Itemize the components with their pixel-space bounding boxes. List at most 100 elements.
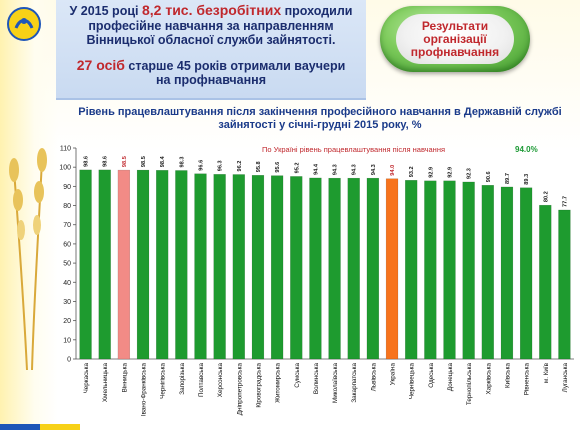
category-label: Одеська: [428, 363, 435, 388]
ukraine-rate-value: 94.0%: [515, 145, 538, 154]
category-label: Дніпропетровська: [235, 363, 243, 416]
bar-value-label: 94.3: [333, 164, 339, 175]
bar-value-label: 92.3: [467, 168, 473, 179]
category-label: Київська: [504, 363, 511, 389]
summary-line-4: 27 осіб старше 45 років отримали ваучери: [56, 57, 366, 74]
bar-value-label: 98.3: [179, 157, 185, 168]
category-label: Полтавська: [198, 363, 205, 397]
summary-line-1-highlight: 8,2 тис. безробітних: [141, 2, 282, 18]
y-tick-label: 100: [59, 165, 71, 172]
bar-value-label: 94.4: [313, 163, 319, 175]
flag-stripe: [0, 424, 80, 430]
y-tick-label: 50: [63, 261, 71, 268]
y-tick-label: 20: [63, 318, 71, 325]
bar: [385, 178, 399, 360]
bar: [481, 185, 494, 360]
bar: [232, 174, 245, 360]
category-label: Тернопільська: [465, 363, 473, 406]
bar: [462, 181, 475, 360]
wheat-decoration-icon: [9, 148, 47, 370]
summary-line-1-post: проходили: [284, 4, 353, 18]
category-label: Чернігівська: [159, 363, 167, 399]
bar-value-label: 96.3: [218, 160, 224, 171]
category-label: Львівська: [369, 363, 377, 392]
bar-value-label: 95.2: [294, 162, 300, 173]
summary-line-5: на профнавчання: [155, 73, 267, 87]
bar-value-label: 90.6: [486, 171, 492, 182]
y-tick-label: 90: [63, 184, 71, 191]
category-label: Рівненська: [523, 363, 531, 396]
bar-value-label: 94.3: [371, 164, 377, 175]
category-label: Україна: [390, 363, 397, 386]
category-label: Івано-Франківська: [140, 363, 148, 417]
bar: [424, 180, 437, 360]
category-label: Херсонська: [217, 363, 224, 398]
summary-line-2: професійне навчання за направленням: [88, 18, 334, 33]
category-label: Кіровоградська: [254, 363, 262, 408]
y-tick-label: 10: [63, 337, 71, 344]
bar-value-label: 89.3: [524, 174, 530, 185]
bar-value-label: 92.9: [428, 167, 434, 178]
bar: [500, 186, 514, 360]
y-tick-label: 70: [63, 222, 71, 229]
bar: [98, 169, 111, 360]
category-label: Харківська: [484, 363, 492, 395]
bar-value-label: 98.6: [84, 156, 90, 167]
category-label: Миколаївська: [332, 363, 339, 403]
category-label: Донецька: [447, 363, 454, 392]
results-badge: Результати організації профнавчання: [380, 6, 530, 72]
y-tick-label: 110: [60, 146, 71, 153]
bar: [539, 204, 552, 360]
category-label: м. Київ: [543, 362, 550, 383]
category-label: Луганська: [562, 363, 569, 393]
bar: [194, 173, 207, 360]
bar: [309, 177, 322, 360]
bar-value-label: 92.9: [448, 167, 454, 178]
bar: [136, 169, 150, 360]
bar: [366, 177, 380, 360]
bar: [213, 174, 226, 360]
category-label: Сумська: [294, 363, 301, 388]
results-badge-text: Результати організації профнавчання: [396, 14, 514, 64]
bar: [175, 170, 188, 360]
summary-box: У 2015 році 8,2 тис. безробітних проходи…: [56, 0, 366, 100]
category-label: Чернівецька: [408, 363, 416, 400]
y-tick-label: 40: [63, 280, 71, 287]
bar: [79, 169, 92, 360]
summary-line-1-pre: У 2015 році: [69, 4, 139, 18]
summary-line-3: Вінницької обласної служби зайнятості.: [86, 33, 336, 47]
bar-value-label: 93.2: [409, 166, 415, 177]
bar-value-label: 89.7: [505, 173, 511, 184]
bar: [117, 169, 131, 360]
bar-value-label: 77.7: [562, 196, 568, 207]
bar-value-label: 94.0: [390, 165, 396, 176]
results-badge-line-2: організації: [423, 31, 487, 46]
bar: [443, 180, 456, 360]
bar: [270, 175, 284, 360]
y-tick-label: 80: [63, 203, 71, 210]
bar: [347, 177, 360, 360]
bar: [519, 187, 533, 360]
chart-title: Рівень працевлаштування після закінчення…: [78, 106, 562, 131]
bar: [290, 176, 303, 360]
bar-value-label: 96.2: [237, 161, 243, 172]
emblem-icon: [7, 7, 41, 41]
results-badge-line-1: Результати: [421, 18, 489, 33]
summary-line-4-post: старше 45 років отримали ваучери: [128, 58, 346, 73]
y-tick-label: 60: [63, 241, 71, 248]
bar-value-label: 95.8: [256, 161, 262, 172]
bar-value-label: 94.3: [352, 164, 358, 175]
category-label: Волинська: [313, 363, 320, 395]
results-badge-line-3: профнавчання: [410, 44, 500, 59]
bar-value-label: 98.5: [122, 156, 128, 167]
y-tick-label: 30: [63, 299, 71, 306]
ukraine-rate-annotation: По Україні рівень працевлаштування після…: [262, 145, 446, 154]
bar-value-label: 98.5: [141, 156, 147, 167]
bar-value-label: 95.6: [275, 162, 281, 173]
category-label: Черкаська: [83, 363, 90, 394]
bar: [251, 175, 265, 360]
category-label: Вінницька: [120, 363, 128, 393]
bar: [558, 209, 571, 360]
decorative-side-strip: [0, 0, 58, 430]
